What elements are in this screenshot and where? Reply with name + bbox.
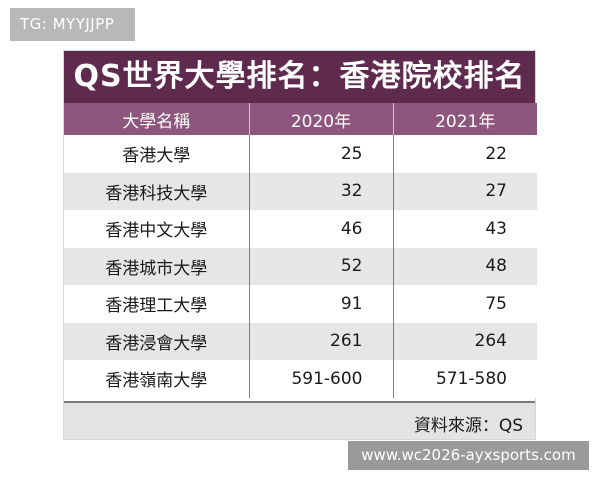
rank-2021-cell: 571-580 (393, 360, 537, 398)
tg-badge: TG: MYYJJPP (10, 8, 135, 41)
rank-2021-cell: 43 (393, 210, 537, 248)
column-header-2020: 2020年 (249, 103, 394, 135)
university-name-cell: 香港城市大學 (64, 247, 250, 285)
rank-2021-cell: 22 (393, 135, 537, 173)
source-label: 資料來源：QS (413, 416, 523, 436)
rank-2020-cell: 46 (249, 210, 394, 248)
rank-2020-cell: 32 (249, 172, 394, 210)
header-row: 大學名稱 2020年 2021年 (64, 103, 537, 135)
rank-2020-cell: 91 (249, 285, 394, 323)
rank-2020-cell: 52 (249, 247, 394, 285)
university-name-cell: 香港大學 (64, 135, 250, 173)
rank-2020-cell: 261 (249, 322, 394, 360)
university-name-cell: 香港浸會大學 (64, 322, 250, 360)
rank-2021-cell: 27 (393, 172, 537, 210)
table-row: 香港浸會大學 261 264 (64, 322, 537, 360)
table-row: 香港科技大學 32 27 (64, 172, 537, 210)
rank-2021-cell: 264 (393, 322, 537, 360)
table-row: 香港理工大學 91 75 (64, 285, 537, 323)
university-name-cell: 香港嶺南大學 (64, 360, 250, 398)
rank-2020-cell: 25 (249, 135, 394, 173)
ranking-card: QS世界大學排名：香港院校排名 大學名稱 2020年 2021年 香港大學 25 2… (63, 50, 537, 440)
watermark-url: www.wc2026-ayxsports.com (348, 441, 589, 470)
ranking-table: 大學名稱 2020年 2021年 香港大學 25 22 香港科技大學 32 27 香港中文大… (64, 103, 537, 398)
table-row: 香港中文大學 46 43 (64, 210, 537, 248)
university-name-cell: 香港科技大學 (64, 172, 250, 210)
table-title: QS世界大學排名：香港院校排名 (64, 51, 535, 103)
column-header-name: 大學名稱 (64, 103, 250, 135)
rank-2021-cell: 48 (393, 247, 537, 285)
rank-2021-cell: 75 (393, 285, 537, 323)
university-name-cell: 香港理工大學 (64, 285, 250, 323)
column-header-2021: 2021年 (393, 103, 537, 135)
table-row: 香港嶺南大學 591-600 571-580 (64, 360, 537, 398)
rank-2020-cell: 591-600 (249, 360, 394, 398)
university-name-cell: 香港中文大學 (64, 210, 250, 248)
source-row: 資料來源：QS (64, 401, 535, 439)
table-row: 香港大學 25 22 (64, 135, 537, 173)
table-row: 香港城市大學 52 48 (64, 247, 537, 285)
